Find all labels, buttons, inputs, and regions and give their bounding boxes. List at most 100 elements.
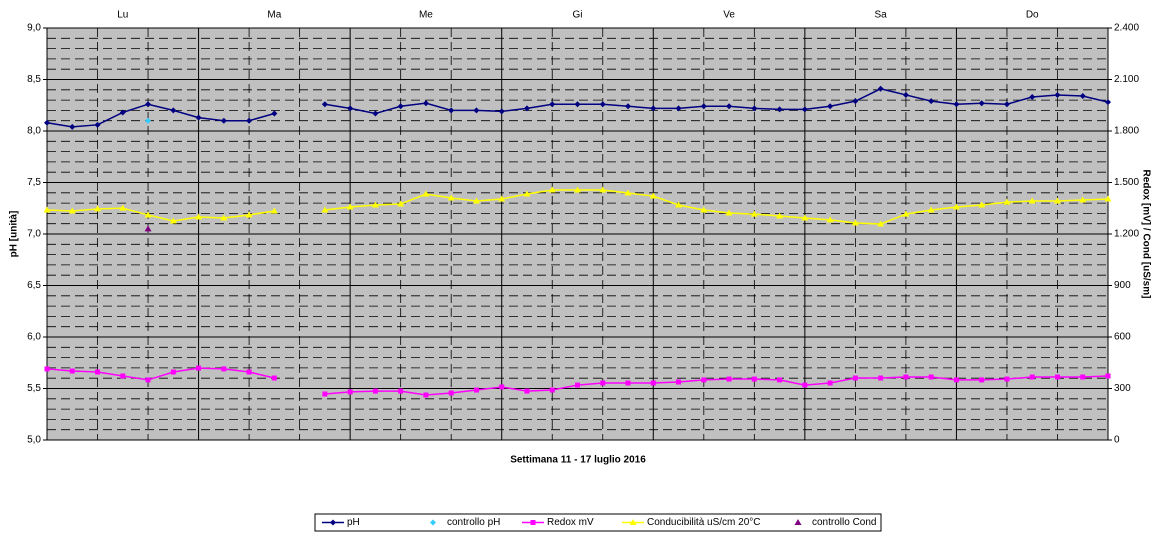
data-point <box>1054 91 1061 98</box>
data-point <box>523 105 530 112</box>
data-point <box>1080 374 1086 380</box>
legend-label: Redox mV <box>547 517 594 528</box>
data-point <box>119 204 127 211</box>
data-point <box>472 197 480 204</box>
y2-tick-label: 300 <box>1114 383 1131 394</box>
data-point <box>499 384 505 390</box>
data-point <box>725 209 733 216</box>
y2-tick-label: 900 <box>1114 280 1131 291</box>
data-point <box>322 391 328 397</box>
data-point <box>548 186 556 193</box>
data-point <box>802 382 808 388</box>
legend-label: controllo pH <box>447 517 500 528</box>
data-point <box>1053 197 1061 204</box>
y-tick-label: 7,5 <box>27 177 41 188</box>
y2-tick-label: 1.500 <box>1114 177 1139 188</box>
data-point <box>422 100 429 107</box>
data-point <box>145 377 151 383</box>
data-point <box>271 375 277 381</box>
data-point <box>575 382 580 388</box>
data-point <box>397 103 404 110</box>
legend-label: Conducibilità uS/cm 20°C <box>647 517 761 528</box>
data-point <box>44 119 50 126</box>
data-point <box>852 375 858 381</box>
data-point <box>1079 92 1086 99</box>
data-point <box>978 100 985 107</box>
data-point <box>68 207 76 214</box>
data-point <box>625 103 632 110</box>
day-label: Me <box>419 10 433 21</box>
data-point <box>726 103 733 110</box>
data-point <box>270 207 278 214</box>
data-point <box>902 91 909 98</box>
series-line <box>46 367 1109 396</box>
data-point <box>676 379 682 385</box>
data-point <box>827 380 833 386</box>
y-tick-label: 9,0 <box>27 23 41 34</box>
y-tick-label: 5,5 <box>27 383 41 394</box>
data-point <box>776 106 783 113</box>
data-point <box>1079 196 1087 203</box>
data-point <box>549 387 555 393</box>
day-label: Sa <box>875 10 888 21</box>
y-tick-label: 8,0 <box>27 126 41 137</box>
data-point <box>220 117 227 124</box>
data-point <box>801 214 809 221</box>
data-point <box>877 85 884 92</box>
data-point <box>979 377 985 383</box>
data-point <box>650 380 656 386</box>
series-line <box>46 189 1109 225</box>
data-point <box>826 216 834 223</box>
data-point <box>574 101 581 108</box>
data-point <box>397 200 405 207</box>
data-point <box>196 365 202 371</box>
data-point <box>726 376 732 382</box>
data-point <box>675 105 682 112</box>
legend-marker <box>629 519 637 525</box>
data-point <box>321 206 329 213</box>
data-point <box>827 103 834 110</box>
data-point <box>953 101 960 108</box>
data-point <box>903 374 909 380</box>
day-label: Lu <box>117 10 128 21</box>
data-point <box>650 105 657 112</box>
data-point <box>473 387 479 393</box>
data-point <box>398 388 404 394</box>
data-point <box>978 201 986 208</box>
data-point <box>750 210 758 217</box>
data-point <box>447 194 455 201</box>
data-point <box>851 219 859 226</box>
data-point <box>95 369 101 375</box>
data-point <box>498 108 505 115</box>
data-point <box>170 369 176 375</box>
y-tick-label: 7,0 <box>27 229 41 240</box>
y-tick-label: 5,0 <box>27 435 41 446</box>
data-point <box>120 373 126 379</box>
data-point <box>321 101 328 108</box>
data-point <box>195 213 203 220</box>
data-point <box>574 186 581 193</box>
data-point <box>624 189 632 196</box>
data-point <box>1028 197 1036 204</box>
data-point <box>220 214 228 221</box>
data-point <box>94 121 101 128</box>
data-point <box>1029 374 1035 380</box>
data-point <box>422 190 430 197</box>
data-point <box>347 389 353 395</box>
legend-label: pH <box>347 517 360 528</box>
y-tick-label: 8,5 <box>27 74 41 85</box>
data-point <box>1054 374 1060 380</box>
data-point <box>852 98 859 105</box>
data-point <box>43 206 51 213</box>
legend-box <box>314 513 882 532</box>
data-point <box>524 388 530 394</box>
data-point <box>776 212 784 219</box>
data-point <box>1105 99 1111 106</box>
data-point <box>423 392 429 398</box>
series-line <box>46 87 1109 128</box>
data-point <box>69 368 75 374</box>
data-point <box>347 105 354 112</box>
day-label: Ma <box>267 10 281 21</box>
